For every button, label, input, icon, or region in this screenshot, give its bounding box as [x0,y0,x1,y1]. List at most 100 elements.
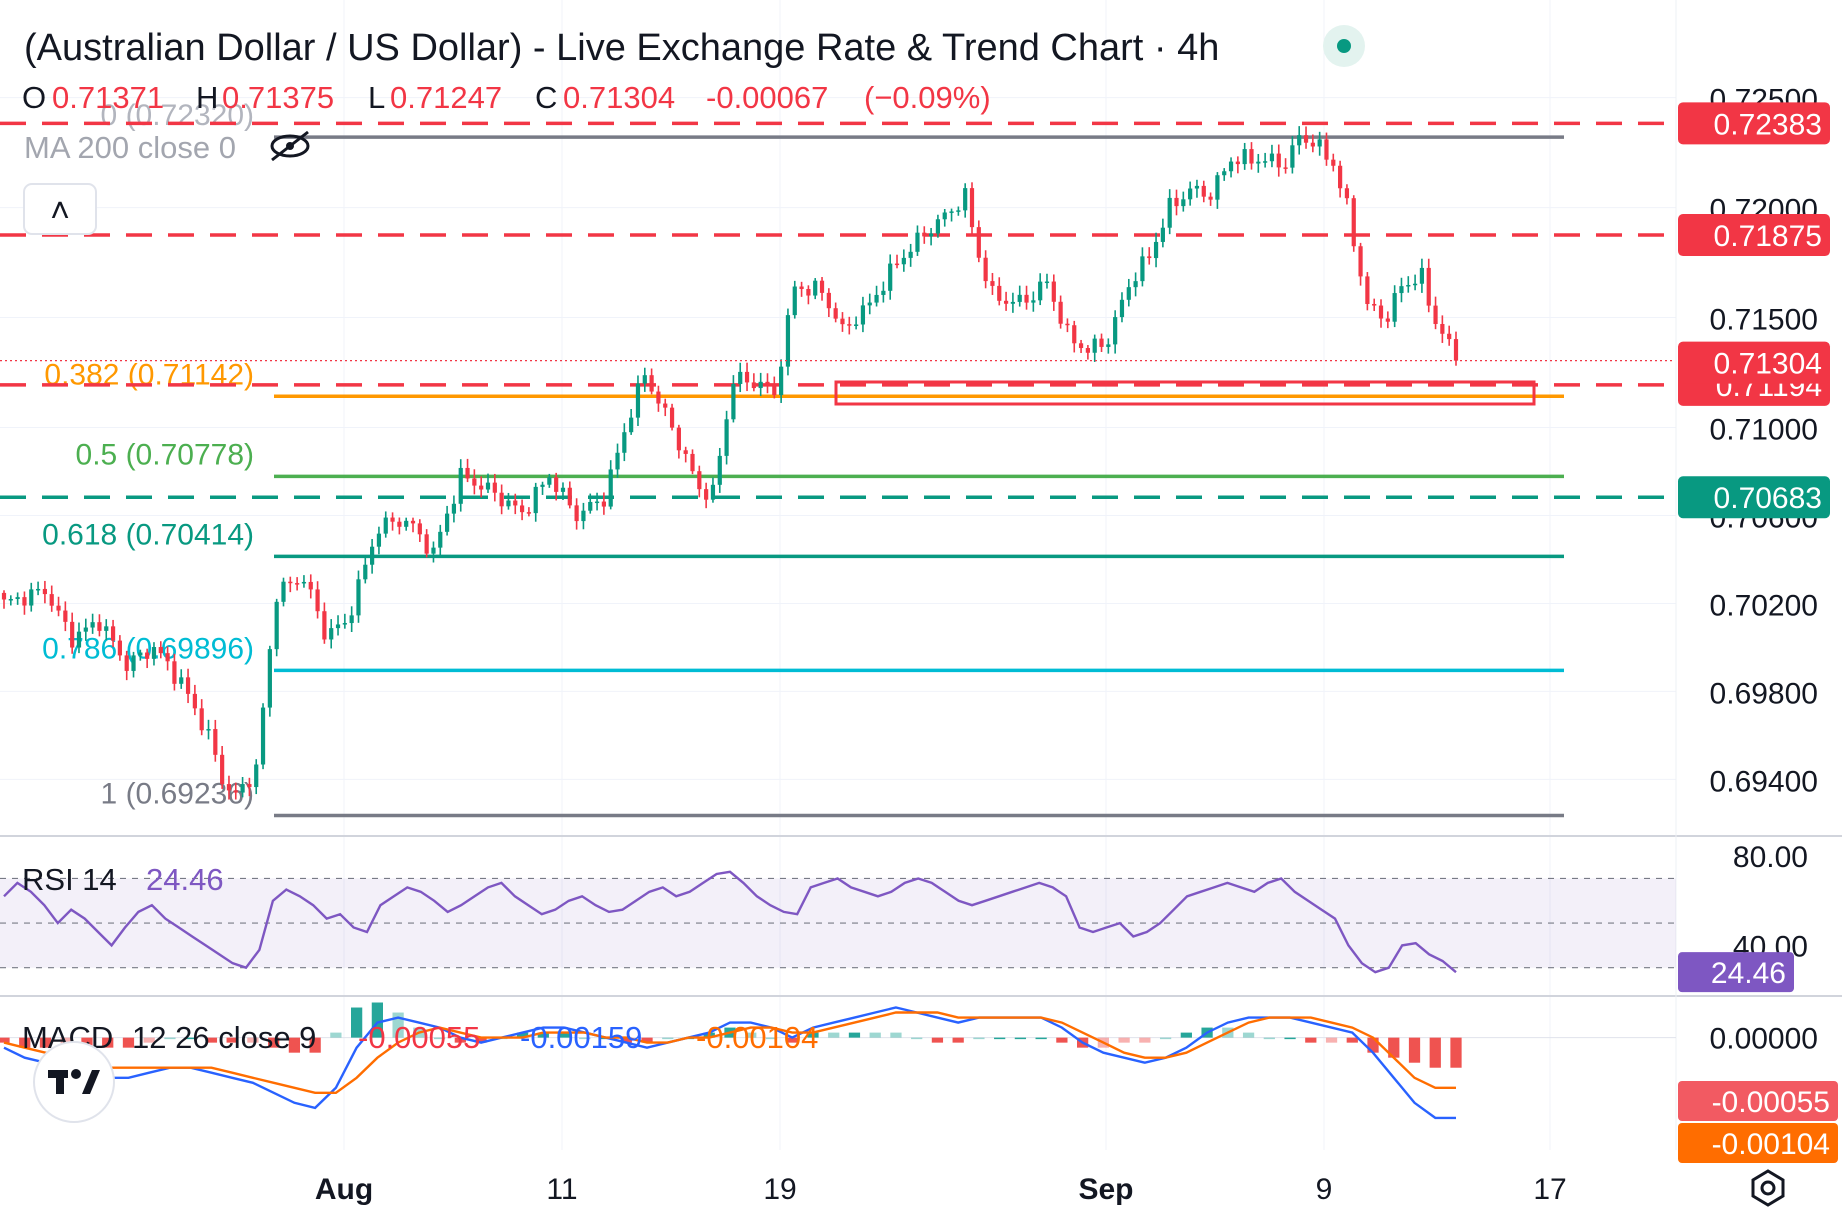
candle [847,316,852,335]
rsi-legend[interactable]: RSI 14 24.46 [22,862,224,897]
candle [983,250,988,289]
candle [1160,218,1165,248]
macd-hist-bar [1139,1037,1151,1043]
macd-legend[interactable]: MACD 12 26 close 9 -0.00055 -0.00159 -0.… [22,1020,818,1055]
candle [710,477,716,503]
candle [90,613,95,634]
candle [1092,334,1097,362]
candle [247,777,252,797]
candle [76,622,82,654]
candle [376,526,382,555]
candle [1222,168,1227,181]
candle [1412,274,1418,291]
candle [1433,296,1438,330]
macd-hist-bar [765,1037,778,1040]
candle [840,312,845,332]
macd-tick: 0.00000 [1710,1023,1818,1056]
candle [1331,153,1336,172]
candle [124,650,129,681]
svg-text:-0.00104: -0.00104 [1712,1128,1830,1161]
candle [438,524,443,556]
macd-hist-bar [226,1037,238,1043]
support-zone-box[interactable] [834,380,1536,406]
candle [697,465,702,498]
time-axis[interactable]: Aug 11 19 Sep 9 17 [315,1173,1567,1206]
candle [581,502,586,530]
candle [1153,232,1159,268]
macd-hist-bar [1180,1032,1192,1038]
macd-hist-bar [911,1037,923,1040]
candle [104,619,109,641]
time-tick: 9 [1316,1173,1333,1206]
macd-hist-bar [185,1037,197,1040]
ohlc-close-value: 0.71304 [563,80,675,115]
macd-hist-bar [19,1037,31,1048]
candle [928,227,934,246]
candle [1113,310,1118,354]
macd-hist-bar [102,1037,114,1048]
candle [458,459,463,512]
candle [629,409,634,435]
settings-gear-icon[interactable] [1751,1169,1785,1207]
candle [383,511,388,538]
macd-hist-bar [1284,1037,1296,1040]
candle [404,517,409,531]
candle [717,447,722,493]
candle [1235,156,1240,174]
candle [315,581,320,619]
macd-hist-bar [1408,1037,1421,1063]
hidden-eye-icon[interactable] [270,130,310,162]
price-badge-0.72383: 0.72383 [1678,102,1830,145]
candle [1372,298,1377,312]
candle [1,590,7,609]
ma-legend[interactable]: MA 200 close 0 [24,130,236,165]
macd-hist-bar [579,1037,591,1040]
candle [213,719,218,762]
candle [1297,126,1302,155]
candle [1256,153,1261,173]
fib-label-1: 1 (0.69236) [101,777,254,810]
tradingview-logo[interactable] [33,1041,115,1123]
candle [363,556,368,584]
macd-hist-bar [247,1037,259,1043]
candle [874,285,879,307]
candle [356,570,361,623]
candle [322,602,327,644]
macd-hist-badge: -0.00055 [1678,1081,1838,1121]
candle [97,614,102,637]
candle [1338,160,1343,198]
time-tick: 17 [1533,1173,1566,1206]
price-tick: 0.71000 [1710,414,1818,447]
macd-hist-bar [641,1037,653,1043]
svg-text:0.72383: 0.72383 [1714,108,1822,141]
macd-hist-bar [164,1037,176,1040]
candle [676,424,681,459]
macd-hist-bar [1367,1037,1379,1053]
candle [969,182,975,237]
macd-hist-bar [1305,1037,1317,1043]
candle [519,499,525,521]
candle [1351,195,1356,252]
candle [1215,172,1220,209]
macd-hist-bar [1325,1037,1338,1043]
candle [165,646,170,671]
candle [1263,152,1268,168]
macd-pane[interactable]: 0.00000 -0.00055 -0.00104 [0,1002,1838,1163]
candle [601,492,606,515]
candle [274,598,279,657]
horizontal-lines[interactable] [0,121,1676,499]
candle [138,649,143,661]
macd-hist-bar [1346,1037,1358,1043]
candle [792,280,797,319]
candle [1140,247,1145,287]
candle [1072,320,1077,353]
candle [758,372,763,397]
collapse-legend-button[interactable]: ˄ [23,183,97,235]
candle [1310,134,1315,153]
candle [240,776,245,798]
time-tick: 19 [763,1173,796,1206]
candle [724,410,729,465]
candle [260,703,266,770]
